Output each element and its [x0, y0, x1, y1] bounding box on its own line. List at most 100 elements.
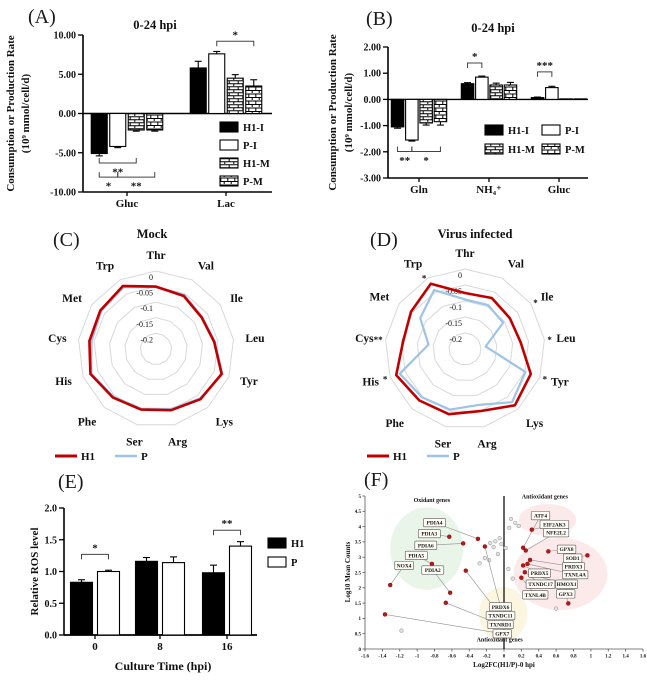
- y-axis-label: Consumption or Production Rate: [5, 35, 17, 191]
- svg-text:2.5: 2.5: [355, 571, 362, 576]
- svg-text:1.5: 1.5: [45, 535, 58, 546]
- radar-chart-virus-infected: 0-0.05-0.1-0.15-0.2ThrValIle*Leu*Tyr*Lys…: [355, 227, 576, 463]
- gene-label-GPX8: GPX8: [560, 547, 574, 553]
- axis-label-Phe: Phe: [385, 418, 404, 430]
- sig-mark-Cys: **: [374, 335, 384, 345]
- legend: H1 P: [267, 537, 304, 569]
- svg-text:3.5: 3.5: [355, 541, 362, 546]
- svg-text:0.5: 0.5: [355, 633, 362, 638]
- gene-label-box-GPX3: [556, 589, 576, 599]
- ring-label: -0.1: [140, 304, 153, 313]
- bar-H1-8: [134, 560, 159, 636]
- axis-label-Leu: Leu: [245, 333, 265, 345]
- axis-label-Thr: Thr: [455, 248, 474, 260]
- gene-label-TXNL4A: TXNL4A: [564, 573, 586, 579]
- panel-e-tag: (E): [58, 471, 84, 493]
- axis-label-Ser: Ser: [435, 438, 452, 450]
- gene-label-box-TXNDC11: [485, 611, 516, 621]
- legend-label: H1: [291, 539, 304, 550]
- point-PRDX5: [520, 563, 526, 568]
- svg-text:*: *: [472, 51, 478, 63]
- radar-series-P: [398, 288, 527, 411]
- svg-text:-3.00: -3.00: [360, 174, 381, 185]
- legend-label: P-M: [565, 145, 585, 156]
- point-PRDX6: [482, 544, 488, 549]
- legend: H1-I P-I H1-M P-M: [484, 124, 585, 156]
- point-GPX3: [566, 601, 571, 606]
- panel-b: (B) 2.00 1.00 0.00 -1.00 -2.00 -3.00 Gln NH₄⁺ Gl…: [322, 2, 647, 224]
- legend-swatch-P-M: [219, 175, 239, 187]
- axis-label-Tyr: Tyr: [551, 377, 569, 389]
- ring-label: 0: [458, 271, 462, 280]
- svg-text:0.00: 0.00: [364, 95, 382, 106]
- region-label: Antioxidant genes: [522, 494, 569, 500]
- gene-label-GPX3: GPX3: [559, 592, 573, 598]
- bars: [90, 53, 263, 155]
- panel-d: (D) 0 -0.05 -0.1 -0.15 -0.2 Thr Val Ile * Leu * Tyr…: [325, 226, 647, 473]
- axis-label-His: His: [55, 376, 72, 388]
- error-bars: [78, 541, 244, 583]
- point-NFE2L2: [523, 548, 528, 553]
- axis-label-Ile: Ile: [230, 293, 243, 305]
- gene-label-NFE2L2: NFE2L2: [546, 531, 566, 537]
- radar-chart-mock: 0 -0.05 -0.1 -0.15 -0.2 Thr Val Ile Leu Tyr Lys Arg…: [48, 227, 265, 463]
- svg-text:-1.6: -1.6: [361, 655, 369, 660]
- bar-H1-M-Gluc: [559, 98, 573, 100]
- axis-label-Met: Met: [369, 292, 389, 304]
- gene-label-box-PDIA6: [414, 540, 438, 550]
- gene-label-box-GPX7: [492, 629, 512, 639]
- legend-label: H1-M: [508, 145, 535, 156]
- axis-label-Val: Val: [198, 260, 214, 272]
- legend-label: H1-I: [508, 126, 529, 137]
- svg-text:1: 1: [590, 655, 593, 660]
- radar-series-H1: [88, 284, 223, 412]
- svg-text:NH₄⁺: NH₄⁺: [476, 184, 502, 196]
- svg-text:*: *: [106, 181, 112, 193]
- point-PDIA3: [447, 534, 452, 539]
- panel-d-tag: (D): [370, 229, 398, 251]
- svg-text:*: *: [423, 155, 429, 167]
- axis-label-Ser: Ser: [126, 436, 143, 448]
- svg-text:-5.00: -5.00: [55, 148, 76, 159]
- tick-labels: -1.6 -1.4 -1.2 -1 -0.8 -0.6 -0.4 -0.2 0 0.2 0.4 0.6…: [355, 495, 647, 660]
- point-TXNDC17: [522, 569, 528, 575]
- svg-text:8: 8: [157, 641, 163, 653]
- significance-brackets: ****** *: [397, 51, 553, 167]
- legend-label: P: [141, 451, 148, 463]
- panel-c: (C) 0 -0.05 -0.1 -0.15 -0.2 Thr Val Ile Leu Tyr Ly…: [28, 226, 324, 473]
- legend: H1 P: [55, 451, 148, 463]
- sig-mark-His: *: [383, 374, 388, 384]
- bar-P-I-Gluc: [545, 87, 559, 100]
- legend-swatch-H1: [267, 537, 287, 549]
- svg-text:4: 4: [359, 525, 362, 530]
- sig-mark-Tyr: *: [543, 374, 548, 384]
- legend-swatch-P-M: [541, 143, 561, 155]
- svg-text:0.8: 0.8: [570, 655, 577, 660]
- legend-label: H1: [393, 451, 407, 463]
- svg-text:2.00: 2.00: [364, 43, 382, 54]
- legend-label: P: [291, 558, 298, 569]
- axis-label-Thr: Thr: [146, 250, 165, 262]
- gene-label-PRDX5: PRDX5: [531, 571, 549, 577]
- bar-H1-M-Gln: [419, 98, 433, 124]
- point-PRDX3: [527, 557, 533, 563]
- radar-series-H1: [394, 282, 533, 416]
- bar-H1-0: [69, 581, 94, 636]
- significance-brackets: ***: [81, 518, 241, 560]
- panel-b-tag: (B): [366, 8, 393, 30]
- gene-label-box-NFE2L2: [543, 528, 570, 538]
- svg-text:*: *: [233, 29, 239, 41]
- x-axis-label: Culture Time (hpi): [115, 659, 212, 673]
- gene-label-box-TXNRD1: [487, 620, 514, 630]
- svg-text:-10.00: -10.00: [50, 188, 76, 199]
- gene-label-PDIA4: PDIA4: [427, 521, 443, 527]
- gene-label-box-GPX8: [556, 544, 577, 554]
- y-axis-label: (10⁹ mmol/cell/d): [343, 72, 355, 152]
- svg-text:1.4: 1.4: [623, 655, 630, 660]
- gene-label-box-PRDX5: [528, 568, 551, 578]
- radar-grid: 0 -0.05 -0.1 -0.15 -0.2: [78, 270, 234, 426]
- svg-text:5.00: 5.00: [59, 70, 77, 81]
- gene-label-EIF2AK3: EIF2AK3: [543, 522, 566, 528]
